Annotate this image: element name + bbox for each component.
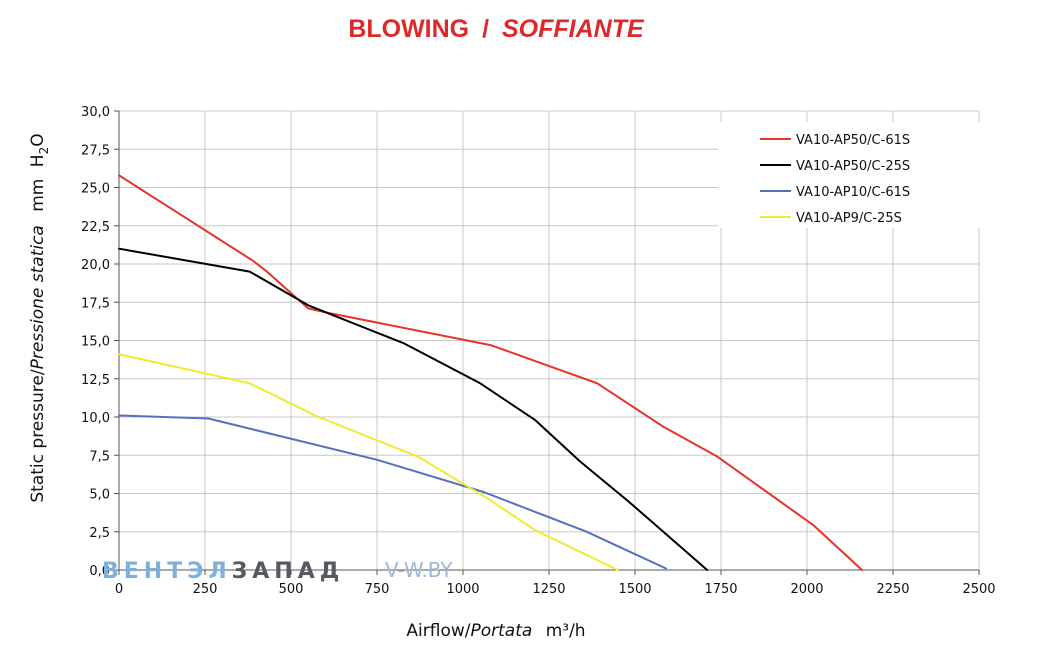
ylabel-separator: /	[28, 369, 48, 375]
x-tick-label: 1000	[446, 582, 479, 597]
series-lines	[118, 174, 863, 571]
x-tick-label: 500	[279, 582, 304, 597]
x-tick-label: 2500	[962, 582, 995, 597]
y-tick-label: 10,0	[81, 411, 110, 426]
series-line	[118, 247, 709, 571]
xlabel-italic: Portata	[470, 621, 532, 641]
x-tick-label: 750	[365, 582, 390, 597]
y-tick-label: 22,5	[81, 220, 110, 235]
svg-text:ВЕНТЭЛЗАПАД: ВЕНТЭЛЗАПАД	[102, 559, 344, 584]
xlabel-main: Airflow	[406, 621, 464, 641]
ylabel-unit-suffix: O	[28, 133, 48, 146]
series-line	[118, 414, 667, 570]
x-tick-label: 250	[193, 582, 218, 597]
legend: VA10-AP50/C-61S VA10-AP50/C-25S VA10-AP10/…	[718, 122, 980, 228]
legend-entry-label: VA10-AP50/C-61S	[796, 133, 910, 148]
y-tick-label: 27,5	[81, 143, 110, 158]
x-tick-label: 1750	[704, 582, 737, 597]
watermark: ВЕНТЭЛЗАПАД V-W.BY	[102, 558, 453, 584]
xlabel-separator: /	[465, 621, 471, 641]
x-tick-label: 2000	[790, 582, 823, 597]
series-line	[118, 174, 863, 571]
y-tick-label: 15,0	[81, 335, 110, 350]
x-tick-label: 2250	[876, 582, 909, 597]
series-line	[118, 353, 619, 571]
chart-title: BLOWING / SOFFIANTE	[348, 15, 645, 43]
title-italic: SOFFIANTE	[502, 15, 645, 43]
y-tick-label: 12,5	[81, 373, 110, 388]
svg-text:BLOWING / SOFFIANT: BLOWING / SOFFIANTE	[348, 15, 645, 43]
y-tick-labels: 0,0 2,5 5,0 7,5 10,0 12,5 15,0 17,5 20,0 22,5 25,0…	[81, 105, 110, 579]
title-main: BLOWING	[348, 15, 469, 43]
ylabel-unit-main: H	[28, 154, 48, 167]
watermark-part1: ВЕНТЭЛ	[102, 559, 232, 584]
y-tick-label: 25,0	[81, 182, 110, 197]
y-tick-label: 5,0	[89, 488, 110, 503]
ylabel-italic: Pressione statica	[28, 225, 48, 369]
svg-text:Airflow/Portata m³/h: Airflow/Portata m³/h	[406, 621, 585, 641]
x-tick-label: 0	[115, 582, 123, 597]
title-separator: /	[482, 15, 489, 43]
ylabel-unit-prefix: mm	[28, 179, 48, 212]
y-tick-label: 2,5	[89, 526, 110, 541]
x-tick-label: 1250	[532, 582, 565, 597]
x-tick-label: 1500	[618, 582, 651, 597]
legend-entry-label: VA10-AP10/C-61S	[796, 185, 910, 200]
watermark-url: V-W.BY	[385, 558, 453, 582]
y-tick-label: 20,0	[81, 258, 110, 273]
x-tick-labels: 0 250 500 750 1000 1250 1500 1750 2000 2250 2500	[115, 582, 996, 597]
legend-entry-label: VA10-AP9/C-25S	[796, 211, 902, 226]
x-axis-label: Airflow/Portata m³/h	[406, 621, 585, 641]
y-tick-label: 0,0	[89, 564, 110, 579]
y-tick-label: 7,5	[89, 449, 110, 464]
y-tick-label: 17,5	[81, 296, 110, 311]
svg-text:Static pressure/Pressione stat: Static pressure/Pressione statica mm H2O	[28, 133, 51, 502]
y-tick-label: 30,0	[81, 105, 110, 120]
y-axis-label: Static pressure/Pressione statica mm H2O	[28, 133, 51, 502]
axes	[114, 110, 980, 575]
ylabel-main: Static pressure	[28, 375, 48, 502]
xlabel-unit: m³/h	[546, 621, 586, 641]
watermark-part2: ЗАПАД	[232, 559, 345, 584]
ylabel-unit-sub: 2	[37, 147, 51, 155]
legend-entry-label: VA10-AP50/C-25S	[796, 159, 910, 174]
